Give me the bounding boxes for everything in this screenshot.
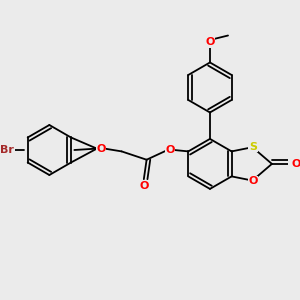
Text: O: O bbox=[248, 176, 258, 186]
Text: O: O bbox=[291, 159, 300, 169]
Text: O: O bbox=[139, 181, 148, 190]
Text: O: O bbox=[205, 38, 214, 47]
Text: S: S bbox=[249, 142, 257, 152]
Text: O: O bbox=[96, 144, 105, 154]
Text: Br: Br bbox=[0, 145, 14, 155]
Text: O: O bbox=[166, 145, 175, 155]
